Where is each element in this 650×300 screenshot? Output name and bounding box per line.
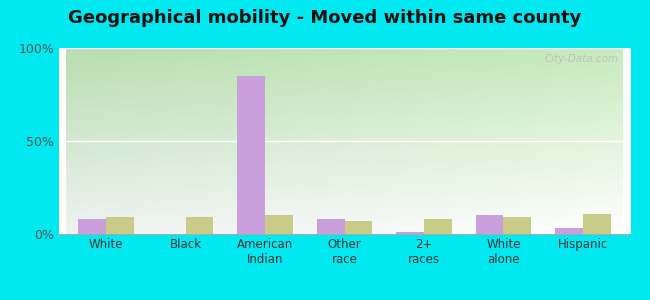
Bar bbox=[476, 215, 503, 234]
Bar bbox=[106, 217, 134, 234]
Bar bbox=[237, 76, 265, 234]
Text: Geographical mobility - Moved within same county: Geographical mobility - Moved within sam… bbox=[68, 9, 582, 27]
Bar bbox=[265, 215, 293, 234]
Bar bbox=[79, 219, 106, 234]
Bar bbox=[503, 217, 531, 234]
Bar bbox=[186, 217, 213, 234]
Text: City-Data.com: City-Data.com bbox=[545, 54, 619, 64]
Bar bbox=[344, 221, 372, 234]
Bar bbox=[396, 232, 424, 234]
Bar bbox=[555, 228, 583, 234]
Bar bbox=[583, 214, 610, 234]
Bar bbox=[424, 219, 452, 234]
Bar bbox=[317, 219, 345, 234]
